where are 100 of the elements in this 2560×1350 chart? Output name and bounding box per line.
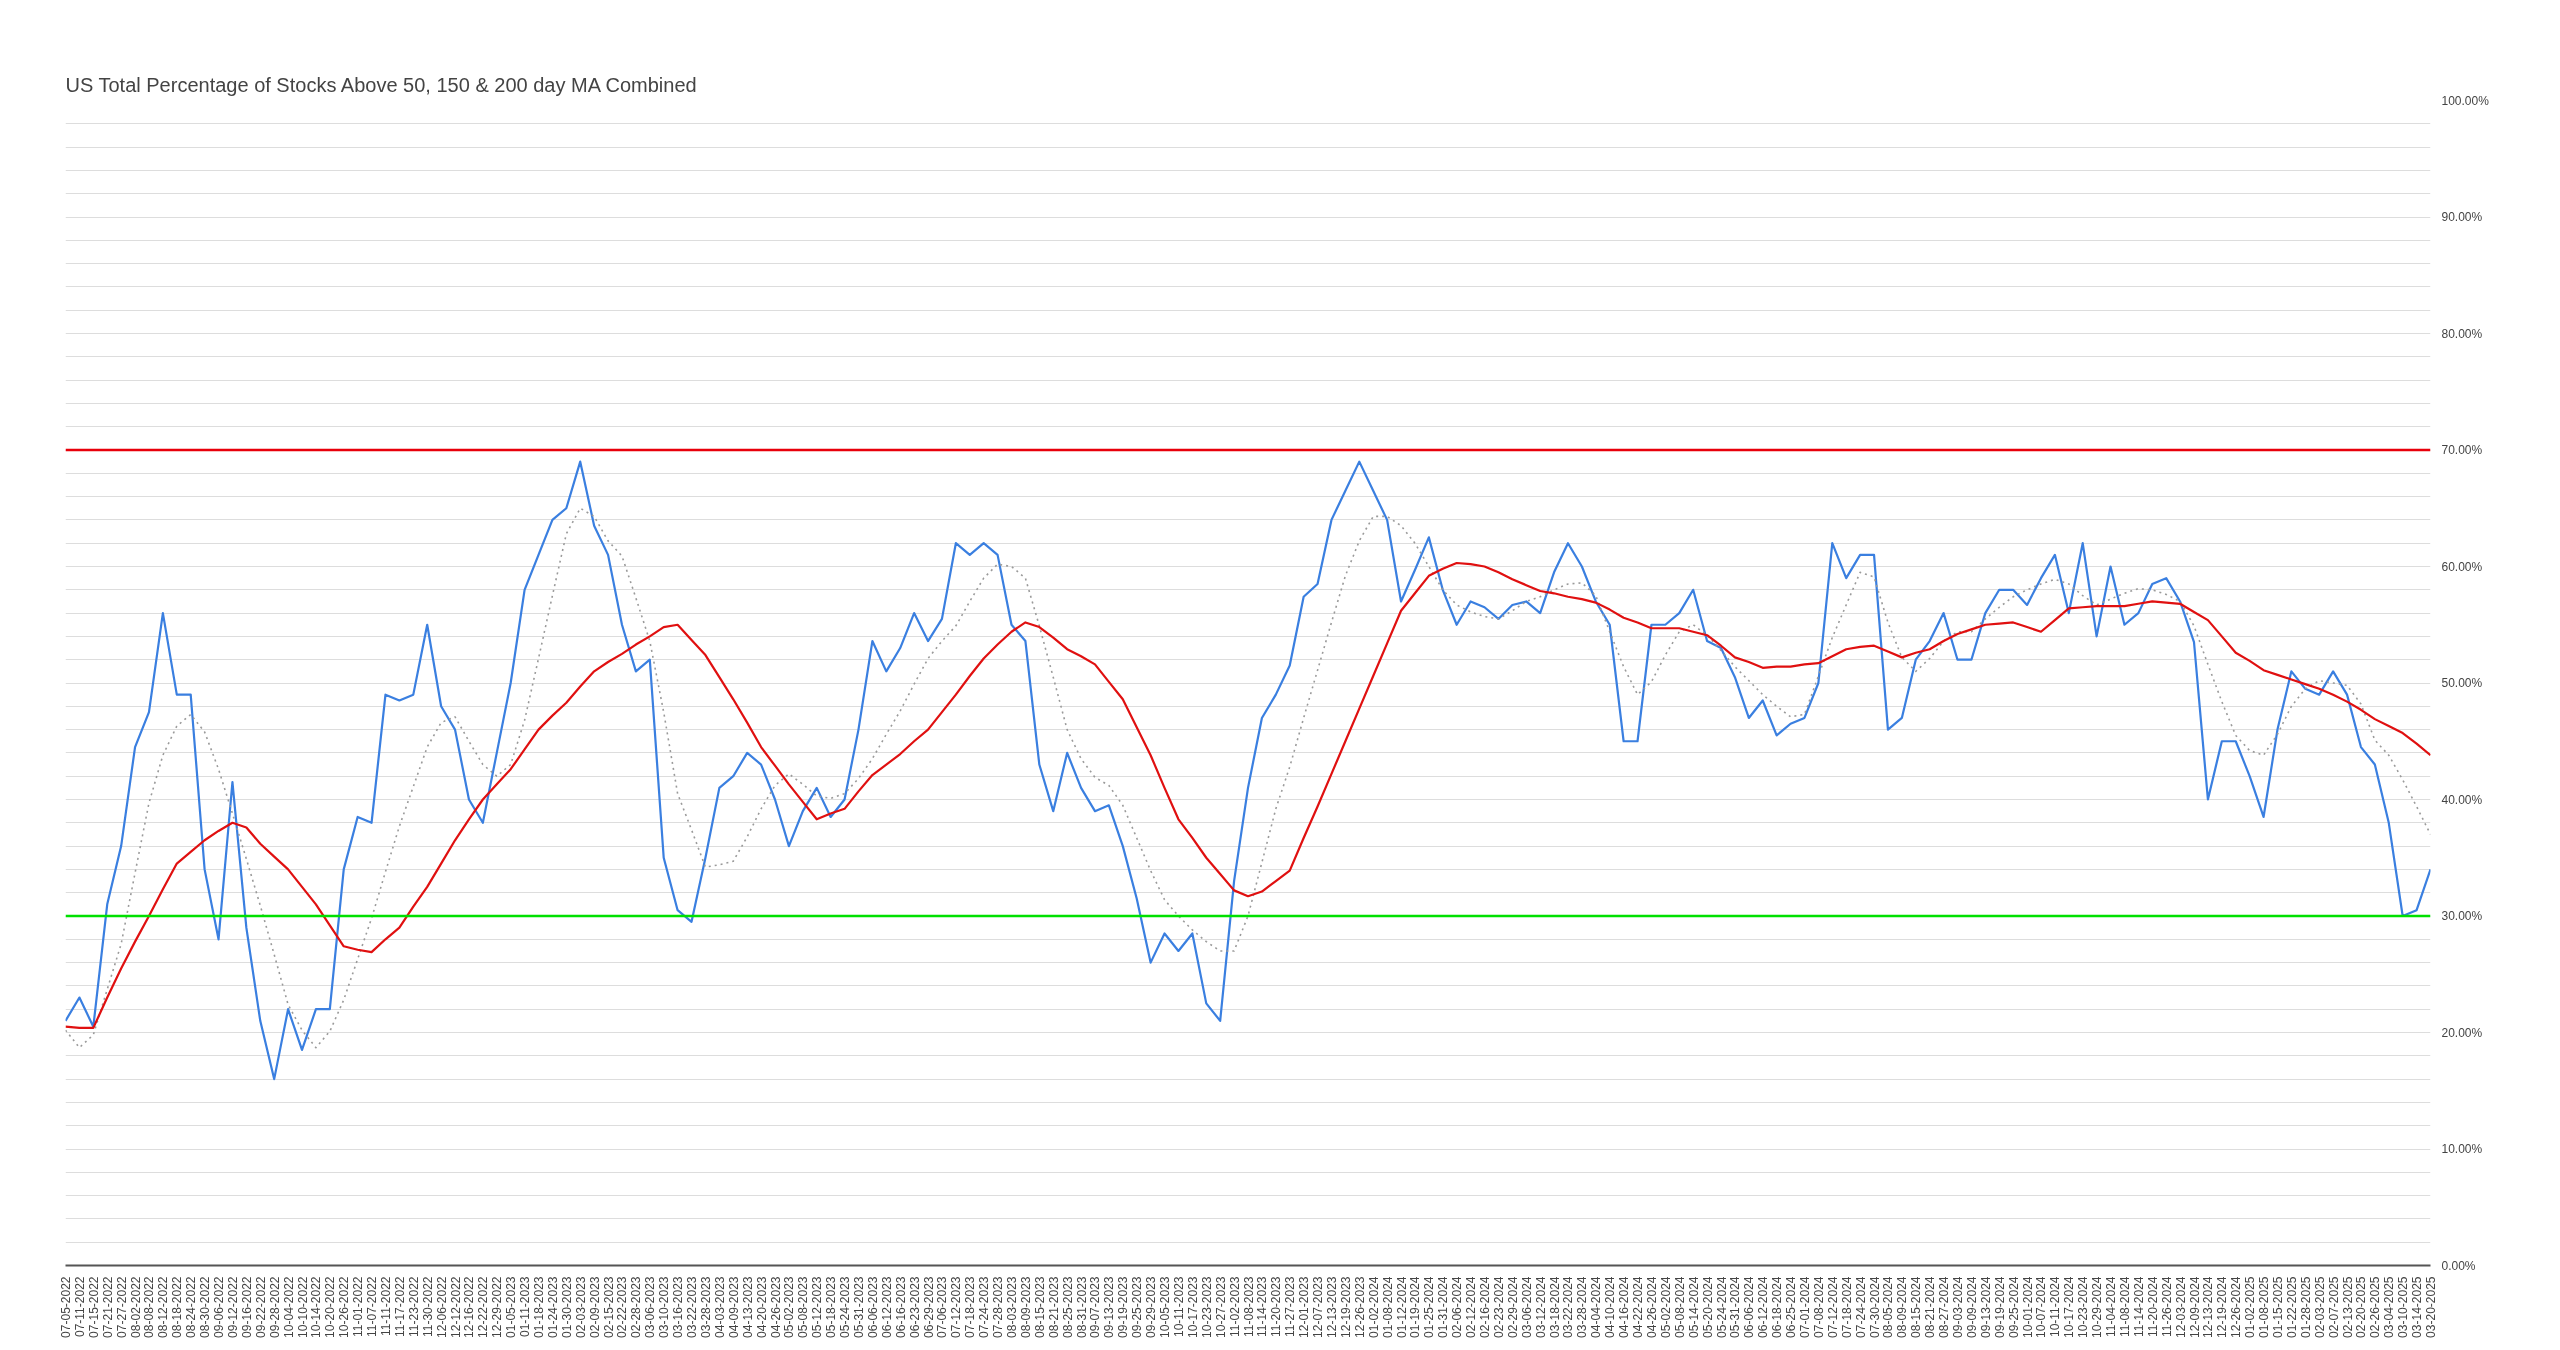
x-tick-label: 11-02-2023 (1227, 1276, 1242, 1337)
x-tick-label: 12-06-2022 (434, 1276, 449, 1338)
x-tick-label: 07-24-2024 (1853, 1276, 1868, 1338)
x-tick-label: 12-13-2023 (1324, 1276, 1339, 1338)
x-tick-label: 11-14-2024 (2131, 1276, 2146, 1337)
x-tick-label: 05-08-2023 (796, 1276, 811, 1338)
x-tick-label: 03-16-2023 (671, 1276, 686, 1338)
x-tick-label: 12-03-2024 (2173, 1276, 2188, 1338)
x-tick-label: 12-26-2023 (1352, 1276, 1367, 1338)
x-tick-label: 05-31-2023 (851, 1276, 866, 1338)
x-tick-label: 10-17-2024 (2062, 1276, 2077, 1338)
x-tick-label: 03-06-2024 (1519, 1276, 1534, 1338)
x-tick-label: 09-03-2024 (1951, 1276, 1965, 1338)
x-tick-label: 10-26-2022 (337, 1276, 352, 1338)
x-tick-label: 01-02-2024 (1366, 1276, 1381, 1338)
x-tick-label: 11-14-2023 (1255, 1276, 1270, 1337)
x-tick-label: 08-18-2022 (170, 1276, 185, 1338)
x-tick-label: 05-18-2023 (824, 1276, 839, 1338)
x-tick-label: 12-16-2022 (462, 1276, 477, 1338)
x-tick-label: 08-09-2024 (1895, 1276, 1910, 1338)
x-tick-label: 01-22-2025 (2284, 1276, 2299, 1338)
x-tick-label: 09-12-2022 (225, 1276, 240, 1338)
x-tick-label: 09-07-2023 (1088, 1276, 1103, 1338)
x-tick-label: 06-25-2024 (1784, 1276, 1799, 1338)
x-tick-label: 06-12-2024 (1756, 1276, 1771, 1338)
x-tick-label: 09-13-2023 (1102, 1276, 1117, 1338)
x-tick-label: 11-08-2024 (2117, 1276, 2132, 1337)
x-tick-label: 05-24-2023 (838, 1276, 853, 1338)
x-tick-label: 11-20-2023 (1269, 1276, 1284, 1337)
x-tick-label: 03-12-2024 (1533, 1276, 1548, 1338)
x-tick-label: 04-26-2024 (1644, 1276, 1659, 1338)
x-tick-label: 10-23-2024 (2076, 1276, 2091, 1338)
x-tick-label: 06-06-2023 (865, 1276, 880, 1338)
x-tick-label: 08-12-2022 (156, 1276, 171, 1338)
x-tick-label: 03-28-2024 (1575, 1276, 1590, 1338)
x-tick-label: 03-20-2025 (2424, 1276, 2438, 1338)
x-tick-label: 01-12-2024 (1394, 1276, 1409, 1338)
y-tick-label: 0.00% (2441, 1258, 2476, 1273)
x-tick-label: 07-12-2023 (949, 1276, 964, 1338)
y-tick-label: 20.00% (2441, 1025, 2483, 1040)
x-tick-label: 10-01-2024 (2020, 1276, 2035, 1338)
x-tick-label: 05-20-2024 (1700, 1276, 1715, 1338)
x-tick-label: 05-14-2024 (1686, 1276, 1701, 1338)
x-tick-label: 07-05-2022 (59, 1276, 73, 1338)
x-tick-label: 12-19-2023 (1338, 1276, 1353, 1338)
y-tick-label: 90.00% (2441, 210, 2483, 224)
x-tick-label: 09-22-2022 (253, 1276, 268, 1338)
x-tick-label: 02-16-2024 (1478, 1276, 1492, 1338)
x-tick-label: 05-02-2023 (782, 1276, 797, 1338)
x-tick-label: 08-21-2023 (1046, 1276, 1061, 1338)
x-tick-label: 03-22-2024 (1561, 1276, 1576, 1338)
x-tick-label: 10-04-2022 (281, 1276, 296, 1338)
x-tick-label: 08-15-2024 (1909, 1276, 1924, 1338)
x-tick-label: 08-25-2023 (1060, 1276, 1075, 1338)
x-tick-label: 07-28-2023 (991, 1276, 1006, 1338)
x-tick-label: 08-30-2022 (198, 1276, 213, 1338)
x-tick-label: 10-17-2023 (1185, 1276, 1200, 1338)
y-tick-label: 70.00% (2441, 443, 2483, 457)
x-tick-label: 11-30-2022 (420, 1276, 435, 1337)
x-tick-label: 09-06-2022 (212, 1276, 227, 1338)
x-tick-label: 11-04-2024 (2104, 1276, 2119, 1337)
x-tick-label: 04-20-2023 (754, 1276, 769, 1338)
x-tick-label: 01-15-2025 (2270, 1276, 2285, 1338)
x-tick-label: 02-20-2025 (2354, 1276, 2369, 1338)
x-tick-label: 08-27-2024 (1937, 1276, 1952, 1338)
x-tick-label: 05-31-2024 (1728, 1276, 1743, 1338)
x-tick-label: 02-13-2025 (2340, 1276, 2355, 1338)
x-tick-label: 06-23-2023 (907, 1276, 922, 1338)
x-tick-label: 07-12-2024 (1825, 1276, 1840, 1338)
x-tick-label: 12-13-2024 (2201, 1276, 2216, 1338)
x-tick-label: 10-23-2023 (1199, 1276, 1214, 1338)
x-tick-label: 07-11-2022 (72, 1276, 87, 1337)
x-tick-label: 02-29-2024 (1505, 1276, 1520, 1338)
x-tick-label: 04-03-2023 (712, 1276, 727, 1338)
x-tick-label: 12-22-2022 (476, 1276, 491, 1338)
x-tick-label: 06-29-2023 (921, 1276, 936, 1338)
x-tick-label: 08-24-2022 (184, 1276, 199, 1338)
x-tick-label: 10-10-2022 (295, 1276, 310, 1338)
x-tick-label: 09-28-2022 (267, 1276, 282, 1338)
x-tick-label: 06-18-2024 (1770, 1276, 1785, 1338)
x-tick-label: 01-31-2024 (1436, 1276, 1451, 1338)
x-tick-label: 02-28-2023 (629, 1276, 644, 1338)
y-tick-label: 40.00% (2441, 792, 2483, 807)
x-tick-label: 10-07-2024 (2034, 1276, 2049, 1338)
x-tick-label: 02-23-2024 (1491, 1276, 1506, 1338)
x-tick-label: 11-17-2022 (392, 1276, 407, 1337)
x-tick-label: 08-15-2023 (1032, 1276, 1047, 1338)
y-tick-label: 60.00% (2441, 559, 2483, 574)
x-tick-label: 07-01-2024 (1797, 1276, 1812, 1338)
x-tick-label: 09-25-2023 (1130, 1276, 1145, 1338)
x-tick-label: 02-07-2025 (2326, 1276, 2341, 1338)
x-tick-label: 06-06-2024 (1742, 1276, 1757, 1338)
x-tick-label: 01-28-2025 (2298, 1276, 2313, 1338)
x-tick-label: 05-12-2023 (810, 1276, 825, 1338)
x-tick-label: 03-10-2023 (657, 1276, 672, 1338)
x-tick-label: 02-06-2024 (1450, 1276, 1465, 1338)
x-tick-label: 02-26-2025 (2368, 1276, 2383, 1338)
x-tick-label: 01-30-2023 (559, 1276, 574, 1338)
x-tick-label: 05-08-2024 (1672, 1276, 1687, 1338)
x-tick-label: 04-22-2024 (1631, 1276, 1646, 1338)
